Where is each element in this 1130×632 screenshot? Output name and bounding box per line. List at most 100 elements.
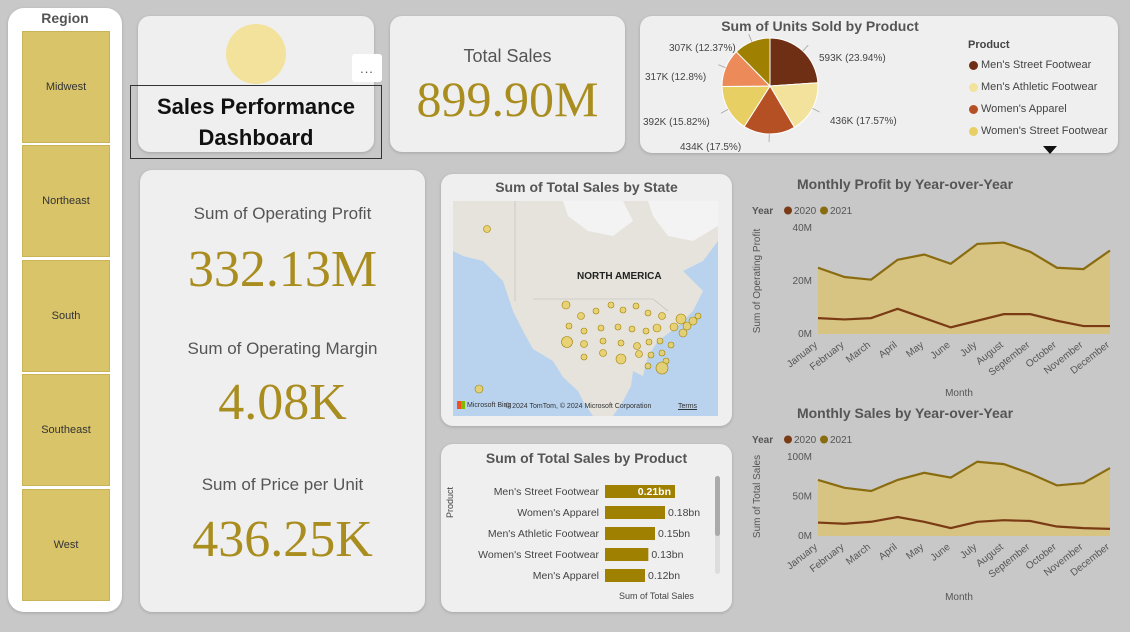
map-bubble[interactable] — [577, 312, 585, 320]
profit-chart-title: Monthly Profit by Year-over-Year — [796, 176, 1014, 192]
map-bubble[interactable] — [645, 338, 653, 346]
bar-scrollbar-thumb[interactable] — [715, 476, 720, 536]
bar-x-label: Sum of Total Sales — [619, 591, 694, 601]
map-bubble[interactable] — [633, 342, 641, 350]
pie-label-6: 307K (12.37%) — [669, 43, 736, 54]
map-bubble[interactable] — [644, 362, 652, 370]
total-sales-value: 899.90M — [416, 71, 599, 127]
x-tick-label: April — [877, 542, 900, 563]
map-bubble[interactable] — [642, 327, 650, 335]
map-bubble[interactable] — [652, 323, 662, 333]
map-bubble[interactable] — [632, 302, 640, 310]
map-bubble[interactable] — [658, 349, 666, 357]
region-button-south[interactable]: South — [22, 260, 110, 372]
legend-title: Year — [752, 435, 773, 446]
legend-dot-icon — [969, 60, 978, 70]
map-bubble[interactable] — [592, 307, 600, 315]
pie-label-5: 317K (12.8%) — [645, 72, 707, 83]
map-bubble[interactable] — [580, 327, 588, 335]
total-sales-label: Total Sales — [463, 46, 552, 66]
bar-chart-card: Sum of Total Sales by Product Product Su… — [441, 444, 732, 612]
pie-legend-item[interactable]: Women's Street Footwear — [969, 125, 1108, 137]
map-bubble[interactable] — [678, 328, 688, 338]
map-bubble[interactable] — [561, 336, 573, 348]
bar[interactable] — [605, 527, 655, 540]
x-tick-label: March — [844, 340, 873, 366]
map-bubble[interactable] — [667, 341, 675, 349]
monthly-profit-chart: Monthly Profit by Year-over-Year Year 202… — [748, 172, 1122, 400]
map-bubble[interactable] — [607, 301, 615, 309]
y-tick-label: 40M — [793, 223, 812, 234]
map-bubble[interactable] — [694, 312, 702, 320]
map-bubble[interactable] — [580, 340, 588, 348]
map-bubble[interactable] — [635, 350, 643, 358]
microsoft-logo-icon — [457, 401, 465, 409]
pie-slice[interactable] — [721, 85, 771, 128]
pie-slice[interactable] — [769, 37, 819, 87]
line-series-2020[interactable] — [817, 515, 1111, 530]
x-axis-label: Month — [945, 592, 973, 603]
map-bubble[interactable] — [580, 353, 588, 361]
map-bubble[interactable] — [619, 306, 627, 314]
x-tick-label: June — [929, 541, 953, 563]
map-bubble[interactable] — [483, 225, 491, 233]
title-card: ... — [138, 16, 382, 152]
pie-slice[interactable] — [735, 37, 771, 88]
map-bubble[interactable] — [658, 312, 666, 320]
region-button-southeast[interactable]: Southeast — [22, 374, 110, 486]
line-series-2021[interactable] — [817, 241, 1111, 281]
map-view[interactable]: NORTH AMERICA Microsoft Bing © 2024 TomT… — [453, 201, 718, 416]
map-bubble[interactable] — [561, 300, 571, 310]
legend-label[interactable]: 2021 — [830, 206, 853, 217]
map-bubble[interactable] — [628, 325, 636, 333]
map-bubble[interactable] — [614, 323, 622, 331]
legend-scroll-down-icon[interactable] — [1042, 145, 1058, 155]
map-bubble[interactable] — [615, 353, 627, 365]
region-button-northeast[interactable]: Northeast — [22, 145, 110, 257]
map-terms-link[interactable]: Terms — [678, 403, 698, 410]
bar-scrollbar[interactable] — [715, 476, 720, 574]
legend-label[interactable]: 2021 — [830, 435, 853, 446]
line-series-2021[interactable] — [817, 460, 1111, 493]
map-bubble[interactable] — [669, 322, 679, 332]
pie-legend-item[interactable]: Women's Apparel — [969, 103, 1067, 115]
map-bubble[interactable] — [617, 339, 625, 347]
more-options-button[interactable]: ... — [352, 54, 382, 82]
map-bubble[interactable] — [655, 361, 669, 375]
map-bubble[interactable] — [682, 321, 692, 331]
x-tick-label: April — [877, 340, 900, 361]
map-bubble[interactable] — [599, 349, 607, 357]
region-button-midwest[interactable]: Midwest — [22, 31, 110, 143]
region-button-west[interactable]: West — [22, 489, 110, 601]
bar[interactable] — [605, 548, 649, 561]
map-bubble[interactable] — [656, 337, 664, 345]
line-series-2020[interactable] — [817, 307, 1110, 329]
map-title: Sum of Total Sales by State — [495, 179, 678, 195]
map-bubble[interactable] — [644, 309, 652, 317]
map-bubble[interactable] — [688, 316, 698, 326]
y-axis-label: Sum of Operating Profit — [752, 229, 763, 334]
bar[interactable] — [605, 506, 665, 519]
pie-chart-card: Sum of Units Sold by Product 593K (23.94… — [640, 16, 1118, 155]
price-per-unit-value: 436.25K — [192, 511, 373, 568]
x-tick-label: March — [844, 542, 873, 568]
legend-label: Women's Street Footwear — [981, 125, 1108, 137]
map-bubble[interactable] — [597, 324, 605, 332]
bar[interactable] — [605, 485, 675, 498]
bar[interactable] — [605, 569, 645, 582]
map-bubble[interactable] — [474, 384, 484, 394]
legend-label[interactable]: 2020 — [794, 435, 817, 446]
legend-label[interactable]: 2020 — [794, 206, 817, 217]
total-sales-card: Total Sales 899.90M — [390, 16, 625, 152]
y-tick-label: 100M — [787, 452, 812, 463]
bar-chart: Men's Street Footwear 0.21bn Women's Appar… — [478, 485, 700, 582]
pie-legend-item[interactable]: Men's Street Footwear — [969, 59, 1091, 71]
x-tick-label: May — [904, 340, 926, 360]
map-bubble[interactable] — [675, 313, 687, 325]
map-bubble[interactable] — [599, 337, 607, 345]
map-bubble[interactable] — [647, 351, 655, 359]
map-bubble[interactable] — [565, 322, 573, 330]
pie-legend-item[interactable]: Men's Athletic Footwear — [969, 81, 1097, 93]
profit-line-chart: Year 2020 20210M20M40MJanuaryFebruaryMarch… — [752, 206, 1112, 399]
pie-slice[interactable] — [743, 85, 796, 135]
